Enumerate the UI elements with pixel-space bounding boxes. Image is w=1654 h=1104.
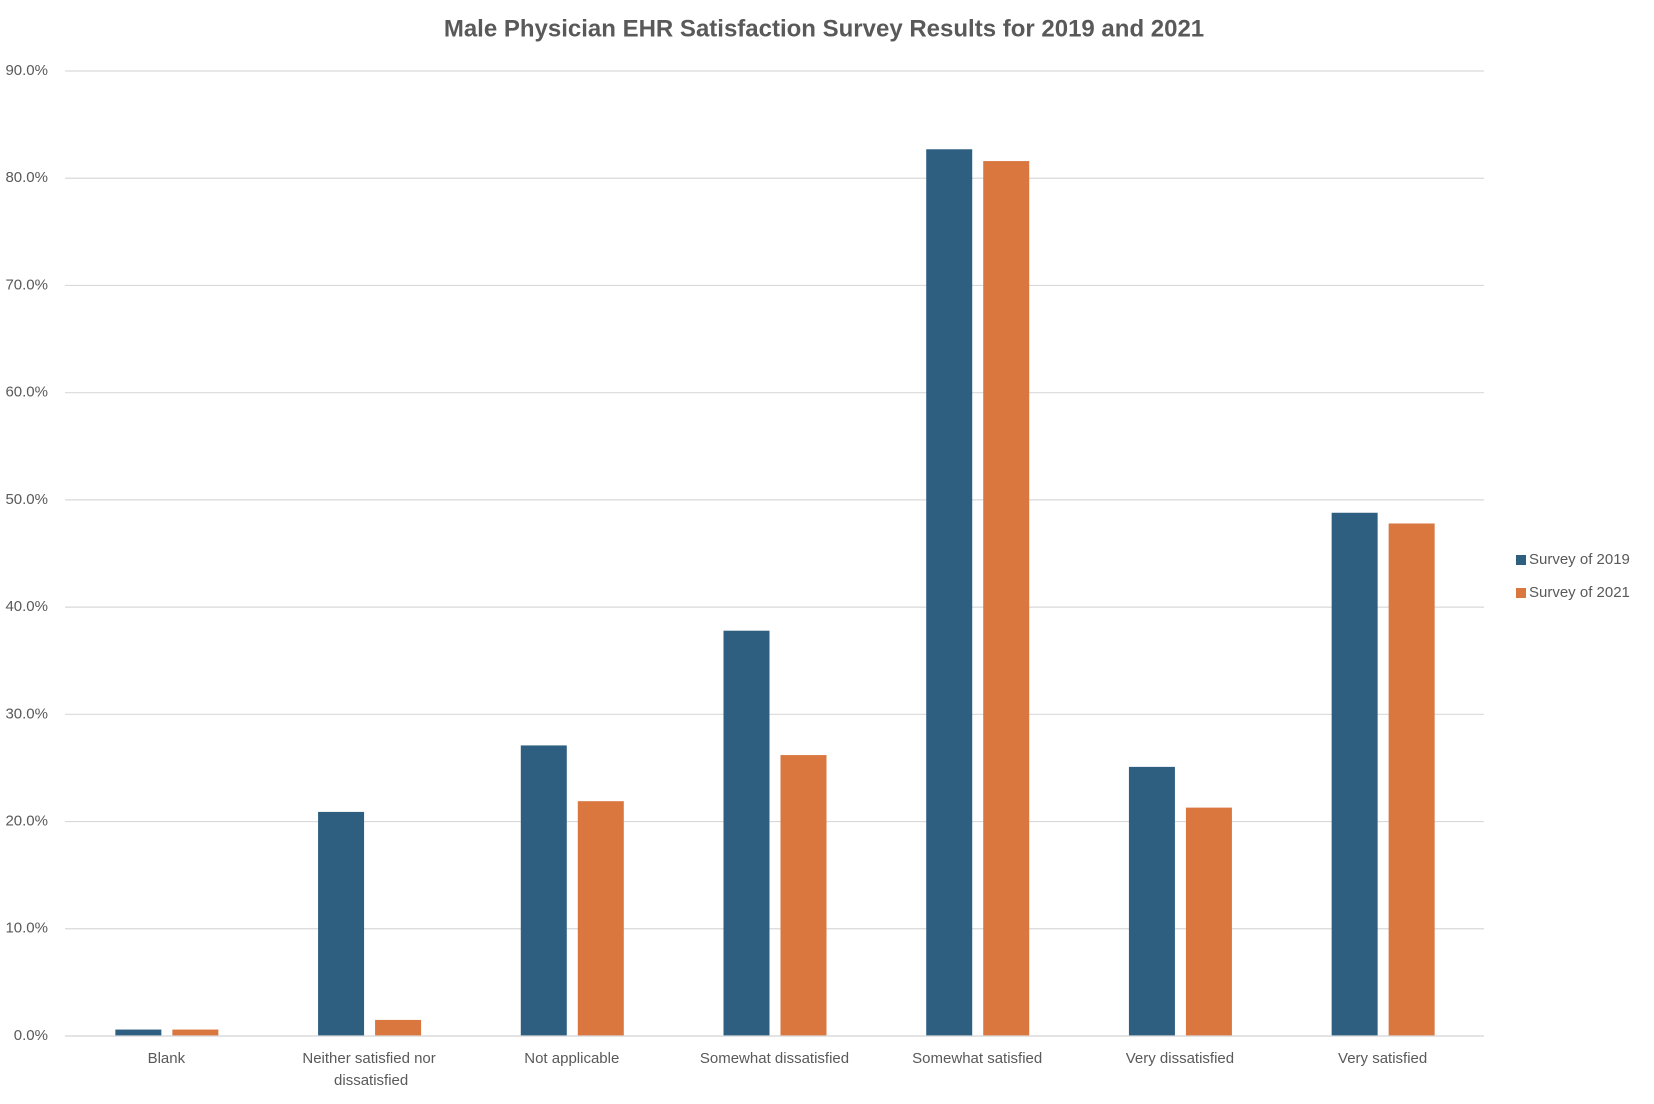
bar <box>983 161 1030 1037</box>
x-tick-label: Not applicable <box>524 1050 619 1067</box>
x-tick-label: Very dissatisfied <box>1126 1050 1234 1067</box>
bar <box>780 755 827 1036</box>
y-tick-label: 80.0% <box>5 169 48 186</box>
bar <box>1388 523 1435 1036</box>
bar <box>1185 807 1232 1036</box>
bar <box>1128 766 1175 1036</box>
bar <box>520 745 567 1036</box>
bar <box>115 1029 162 1036</box>
bar <box>375 1019 422 1036</box>
y-tick-label: 40.0% <box>5 598 48 615</box>
bar <box>577 801 624 1036</box>
bar <box>1331 512 1378 1036</box>
legend-label: Survey of 2021 <box>1529 584 1630 601</box>
y-tick-label: 30.0% <box>5 705 48 722</box>
x-tick-label: Somewhat satisfied <box>912 1050 1042 1067</box>
bar <box>723 630 770 1036</box>
x-tick-label: Neither satisfied nor dissatisfied <box>302 1050 435 1089</box>
y-tick-label: 0.0% <box>14 1027 48 1044</box>
y-tick-label: 10.0% <box>5 920 48 937</box>
x-tick-label: Blank <box>148 1050 186 1067</box>
bar <box>926 149 973 1036</box>
y-tick-label: 90.0% <box>5 62 48 79</box>
y-tick-label: 70.0% <box>5 276 48 293</box>
x-tick-label: Somewhat dissatisfied <box>700 1050 849 1067</box>
y-tick-label: 20.0% <box>5 813 48 830</box>
y-tick-label: 50.0% <box>5 491 48 508</box>
legend-swatch <box>1516 588 1526 598</box>
legend-label: Survey of 2019 <box>1529 551 1630 568</box>
legend-swatch <box>1516 555 1526 565</box>
bar <box>318 811 365 1036</box>
x-tick-label: Very satisfied <box>1338 1050 1427 1067</box>
chart-title: Male Physician EHR Satisfaction Survey R… <box>444 15 1204 42</box>
y-tick-label: 60.0% <box>5 384 48 401</box>
bar <box>172 1029 219 1036</box>
